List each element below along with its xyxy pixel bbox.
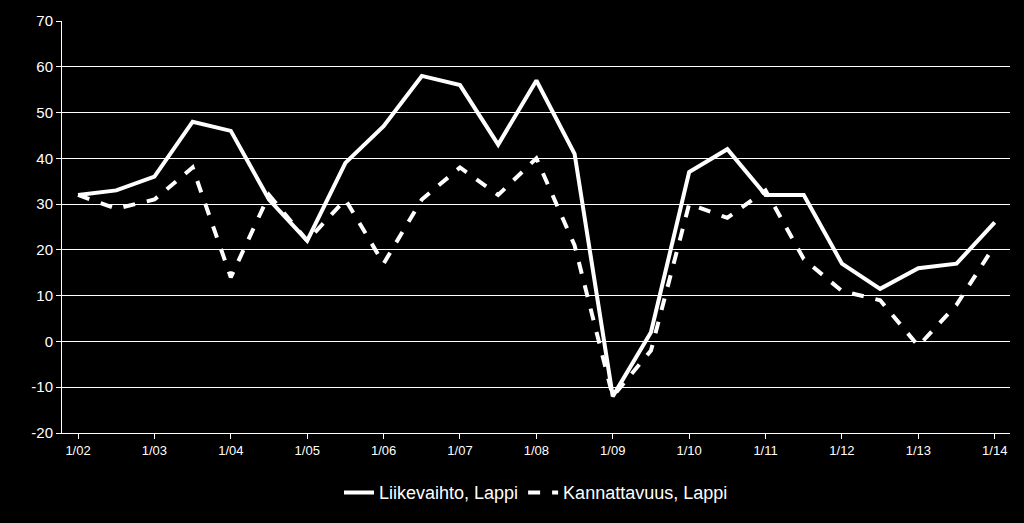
svg-text:1/08: 1/08 [524, 443, 549, 458]
svg-text:20: 20 [36, 241, 53, 258]
svg-text:Liikevaihto, Lappi: Liikevaihto, Lappi [379, 483, 518, 503]
svg-text:1/05: 1/05 [295, 443, 320, 458]
svg-text:1/07: 1/07 [447, 443, 472, 458]
svg-text:30: 30 [36, 195, 53, 212]
svg-text:1/10: 1/10 [677, 443, 702, 458]
svg-text:1/13: 1/13 [906, 443, 931, 458]
svg-text:0: 0 [45, 333, 53, 350]
svg-text:1/02: 1/02 [65, 443, 90, 458]
svg-text:1/09: 1/09 [600, 443, 625, 458]
svg-text:60: 60 [36, 58, 53, 75]
svg-text:Kannattavuus, Lappi: Kannattavuus, Lappi [563, 483, 727, 503]
svg-text:1/04: 1/04 [218, 443, 243, 458]
svg-text:50: 50 [36, 104, 53, 121]
svg-text:1/03: 1/03 [142, 443, 167, 458]
svg-text:40: 40 [36, 150, 53, 167]
svg-text:-20: -20 [31, 424, 53, 441]
svg-text:70: 70 [36, 12, 53, 29]
svg-text:-10: -10 [31, 378, 53, 395]
svg-text:1/06: 1/06 [371, 443, 396, 458]
svg-text:1/14: 1/14 [982, 443, 1007, 458]
svg-text:1/11: 1/11 [753, 443, 777, 458]
svg-text:1/12: 1/12 [829, 443, 854, 458]
svg-text:10: 10 [36, 287, 53, 304]
